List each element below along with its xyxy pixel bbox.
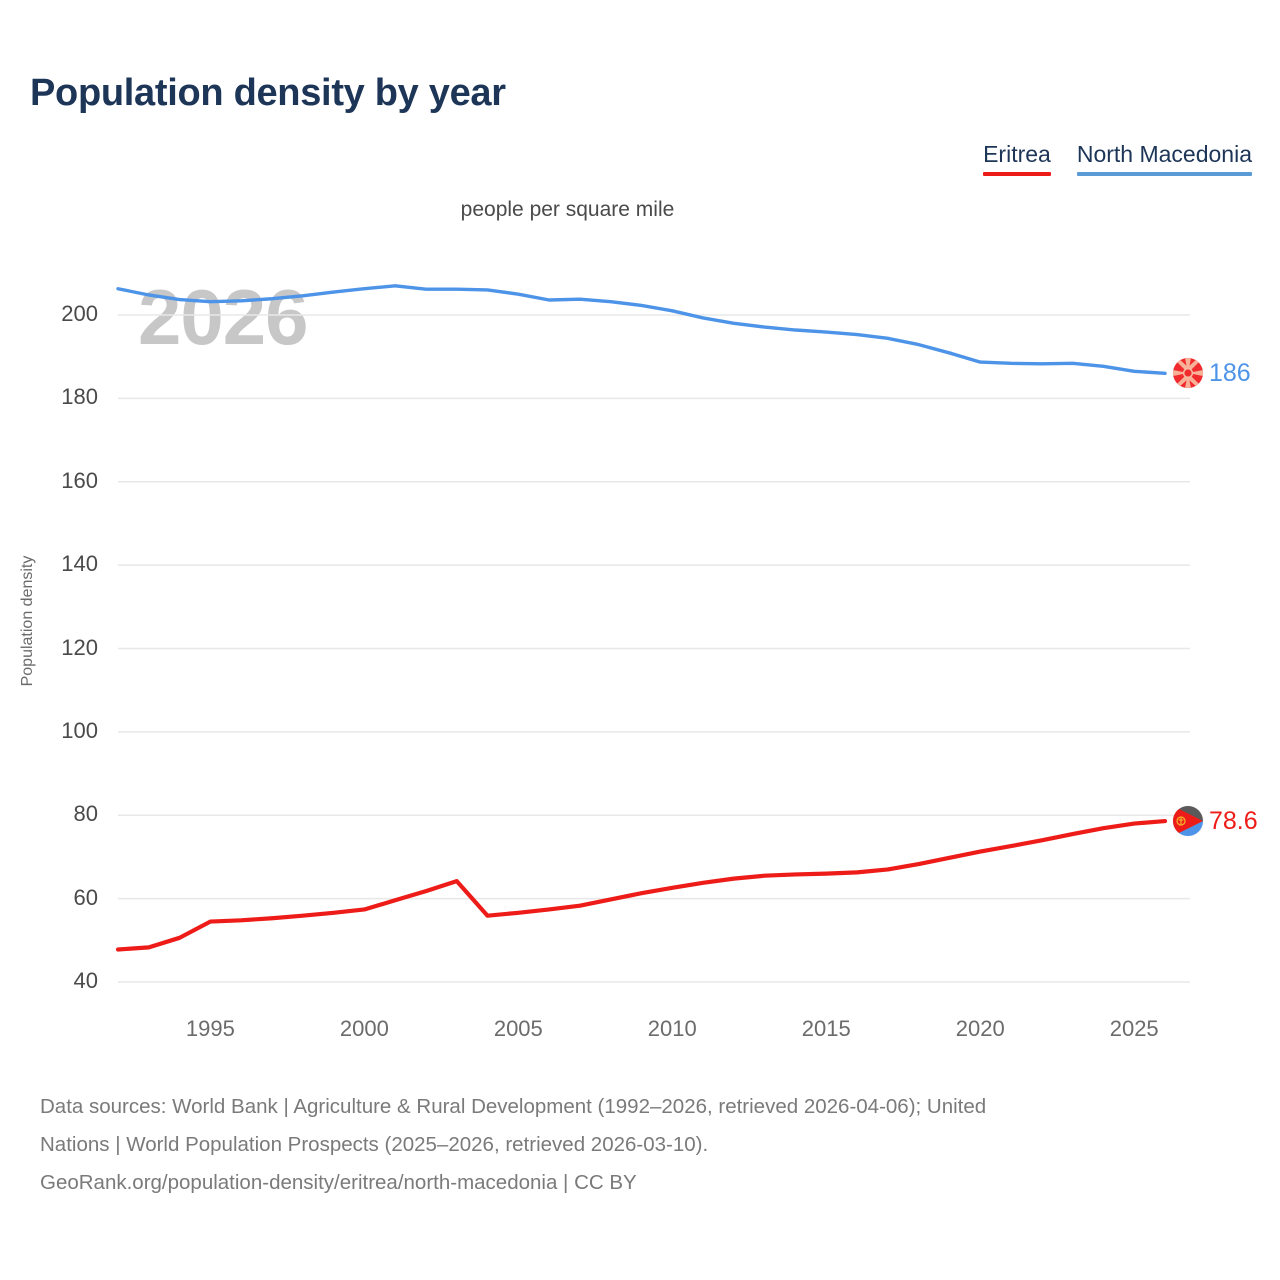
x-tick-label: 1995	[185, 1016, 235, 1041]
chart-legend: Eritrea North Macedonia	[983, 140, 1252, 176]
y-tick-label: 140	[61, 551, 98, 577]
y-tick-label: 120	[61, 634, 98, 660]
footer-line-1: Data sources: World Bank | Agriculture &…	[40, 1095, 987, 1118]
eritrea-flag-icon	[1173, 806, 1203, 837]
footer-sources: Data sources: World Bank | Agriculture &…	[40, 1088, 1255, 1202]
legend-label-north-macedonia: North Macedonia	[1076, 141, 1252, 167]
page-title: Population density by year	[30, 72, 506, 114]
north-macedonia-flag-icon	[1173, 358, 1203, 389]
y-tick-label: 180	[61, 384, 98, 410]
y-tick-label: 40	[73, 968, 98, 993]
legend-rule-eritrea	[983, 172, 1051, 176]
x-tick-label: 2000	[339, 1016, 389, 1041]
chart-series-lines	[115, 284, 1168, 952]
legend-item-north-macedonia[interactable]: North Macedonia	[1076, 140, 1252, 176]
chart-subtitle: people per square mile	[460, 198, 675, 221]
north-macedonia-endpoint-value: 186	[1209, 358, 1251, 387]
x-tick-label: 2005	[493, 1016, 543, 1041]
x-tick-label: 2010	[647, 1016, 697, 1041]
series-line-eritrea	[115, 818, 1168, 952]
legend-item-eritrea[interactable]: Eritrea	[983, 140, 1051, 176]
y-tick-label: 80	[73, 801, 98, 827]
chart-gridlines	[118, 314, 1190, 983]
x-tick-label: 2025	[1109, 1016, 1159, 1041]
north-macedonia-endpoint: 186	[1173, 358, 1251, 389]
y-tick-label: 200	[61, 301, 98, 326]
year-watermark: 2026	[138, 273, 309, 361]
eritrea-endpoint-value: 78.6	[1209, 806, 1258, 835]
y-tick-label: 160	[61, 467, 98, 493]
eritrea-endpoint: 78.6	[1173, 806, 1258, 837]
x-tick-label: 2020	[955, 1016, 1005, 1041]
y-tick-label: 60	[73, 884, 98, 910]
footer-line-2: Nations | World Population Prospects (20…	[40, 1133, 709, 1156]
legend-rule-north-macedonia	[1076, 172, 1252, 176]
footer-line-3: GeoRank.org/population-density/eritrea/n…	[40, 1171, 637, 1194]
y-tick-label: 100	[61, 717, 98, 743]
x-tick-label: 2015	[801, 1016, 851, 1041]
legend-label-eritrea: Eritrea	[983, 141, 1051, 167]
